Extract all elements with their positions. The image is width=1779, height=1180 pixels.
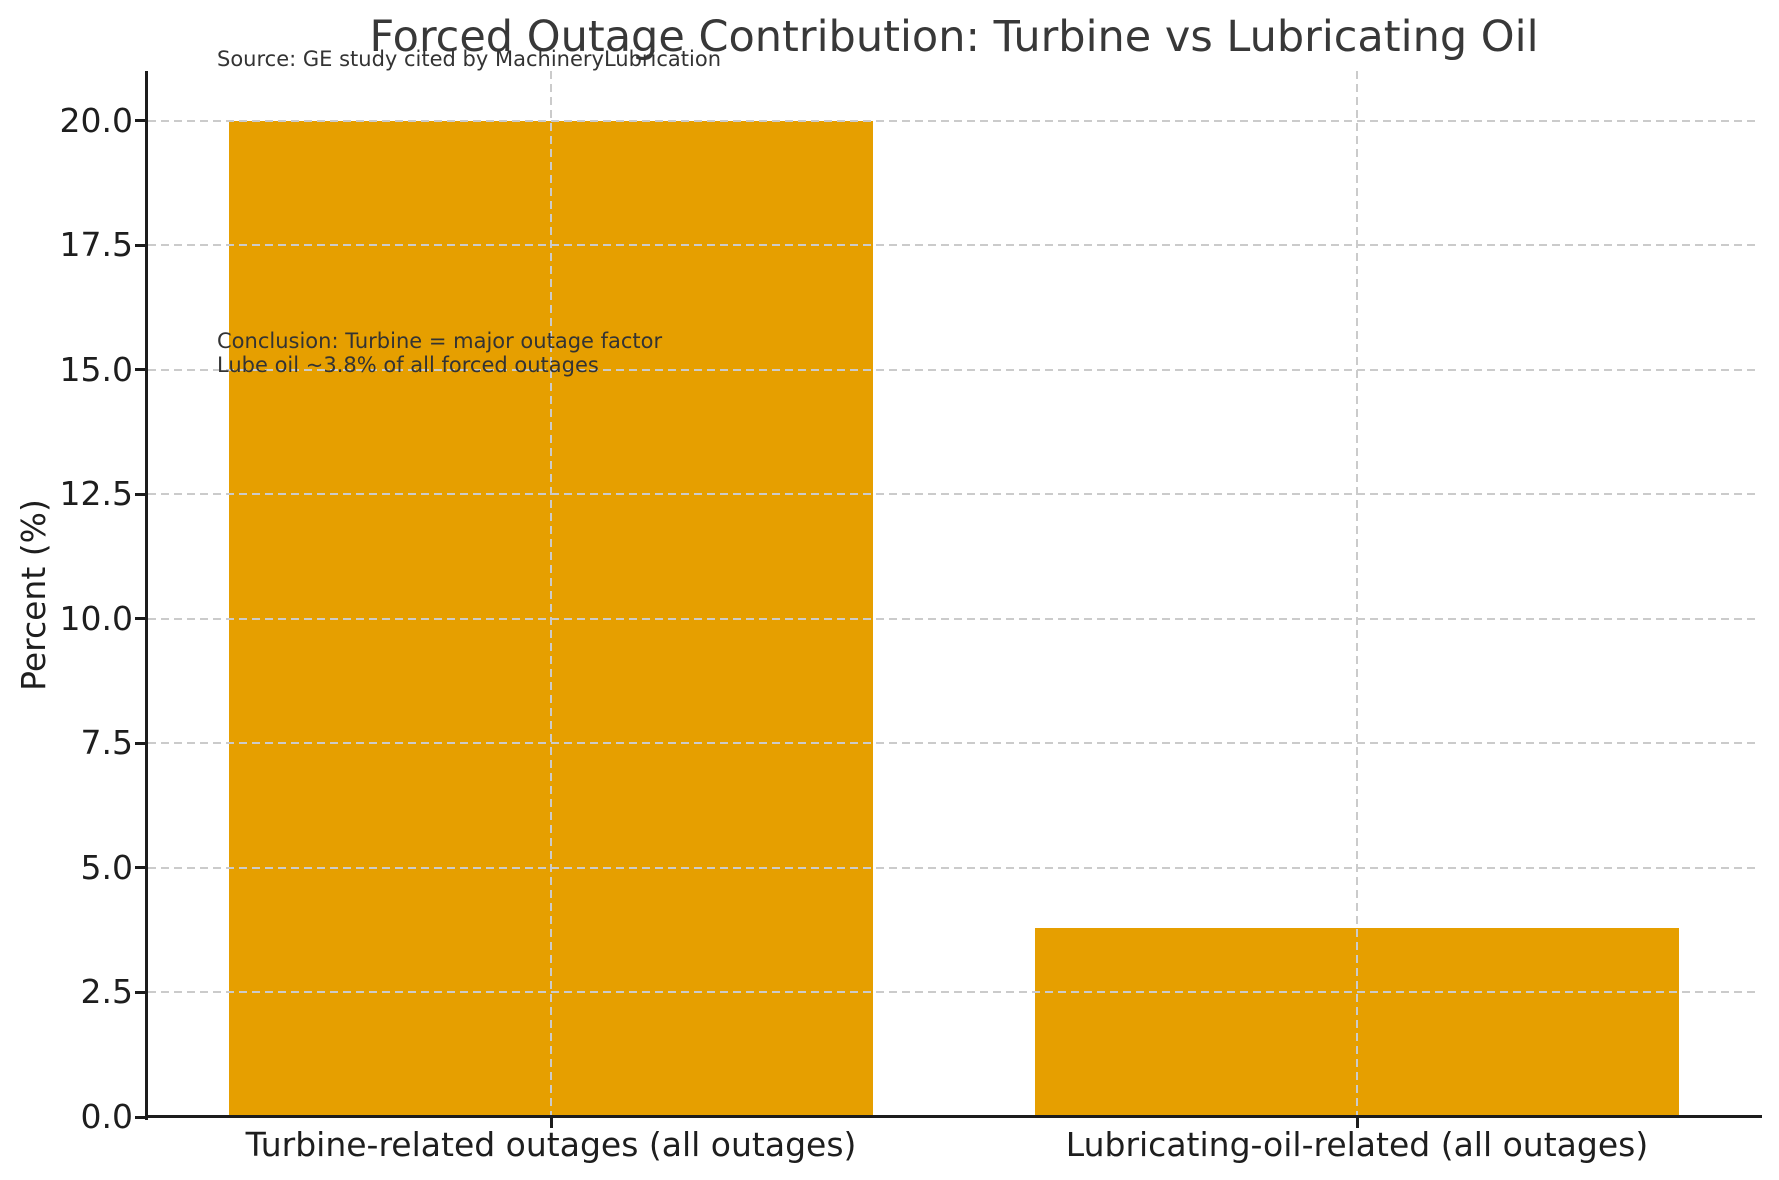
y-tick-0 — [135, 1115, 145, 1119]
v-gridline-1 — [550, 71, 552, 1117]
bottom-spine — [145, 1115, 1762, 1118]
y-tick-label-7.5: 7.5 — [80, 723, 133, 763]
h-gridline-20 — [148, 119, 1760, 122]
y-tick-label-20: 20.0 — [59, 100, 133, 140]
chart-subtitle: Source: GE study cited by MachineryLubri… — [217, 47, 722, 71]
h-gridline-5 — [148, 866, 1760, 869]
x-tick-1 — [549, 1118, 553, 1128]
h-gridline-7.5 — [148, 742, 1760, 745]
chart-title: Forced Outage Contribution: Turbine vs L… — [369, 12, 1539, 62]
y-tick-20 — [135, 119, 145, 123]
y-tick-label-10: 10.0 — [59, 598, 133, 638]
y-tick-15 — [135, 368, 145, 372]
left-spine — [145, 71, 148, 1120]
v-gridline-2 — [1356, 71, 1358, 1117]
y-tick-label-5: 5.0 — [80, 847, 133, 887]
y-tick-5 — [135, 866, 145, 870]
annotation-line-1: Conclusion: Turbine = major outage facto… — [217, 329, 663, 353]
y-tick-10 — [135, 617, 145, 621]
y-tick-17.5 — [135, 243, 145, 247]
y-tick-2.5 — [135, 990, 145, 994]
x-tick-2 — [1355, 1118, 1359, 1128]
y-tick-7.5 — [135, 741, 145, 745]
h-gridline-10 — [148, 617, 1760, 620]
x-tick-label-1: Turbine-related outages (all outages) — [245, 1125, 857, 1164]
y-tick-12.5 — [135, 492, 145, 496]
annotation-line-2: Lube oil ~3.8% of all forced outages — [217, 353, 599, 377]
h-gridline-12.5 — [148, 493, 1760, 496]
h-gridline-15 — [148, 368, 1760, 371]
h-gridline-17.5 — [148, 244, 1760, 247]
h-gridline-2.5 — [148, 991, 1760, 994]
conclusion-annotation: Conclusion: Turbine = major outage facto… — [217, 329, 662, 377]
y-tick-label-2.5: 2.5 — [80, 972, 133, 1012]
y-tick-label-15: 15.0 — [59, 349, 133, 389]
y-tick-label-12.5: 12.5 — [59, 474, 133, 514]
x-tick-label-2: Lubricating-oil-related (all outages) — [1065, 1125, 1649, 1164]
y-tick-label-17.5: 17.5 — [59, 225, 133, 265]
y-tick-label-0: 0.0 — [80, 1097, 133, 1136]
